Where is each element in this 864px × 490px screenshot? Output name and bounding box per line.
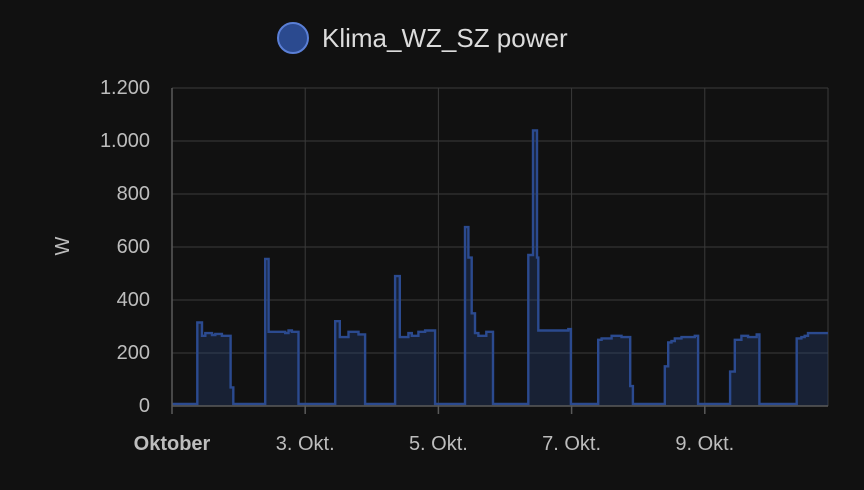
x-tick-label: 7. Okt.	[542, 433, 601, 455]
y-tick-label: 400	[117, 289, 150, 311]
y-tick-label: 200	[117, 342, 150, 364]
y-tick-label: 1.200	[100, 77, 150, 99]
y-tick-label: 0	[139, 395, 150, 417]
legend[interactable]: Klima_WZ_SZ power	[277, 22, 568, 54]
legend-swatch[interactable]	[277, 22, 309, 54]
y-axis-title: W	[52, 236, 74, 255]
x-tick-label: 9. Okt.	[675, 433, 734, 455]
grid	[171, 87, 829, 407]
series-line[interactable]	[172, 129, 828, 406]
x-tick-label: 5. Okt.	[409, 433, 468, 455]
y-tick-label: 800	[117, 183, 150, 205]
x-tick-label: Oktober	[134, 433, 211, 455]
axes: 0 200 400 600 800 1.000 1.200 Oktober 3. Okt. 5. …	[100, 77, 828, 455]
legend-label[interactable]: Klima_WZ_SZ power	[322, 23, 568, 53]
y-tick-label: 1.000	[100, 130, 150, 152]
series-area	[172, 130, 828, 406]
x-tick-label: 3. Okt.	[276, 433, 335, 455]
y-tick-label: 600	[117, 236, 150, 258]
series[interactable]	[172, 129, 828, 406]
